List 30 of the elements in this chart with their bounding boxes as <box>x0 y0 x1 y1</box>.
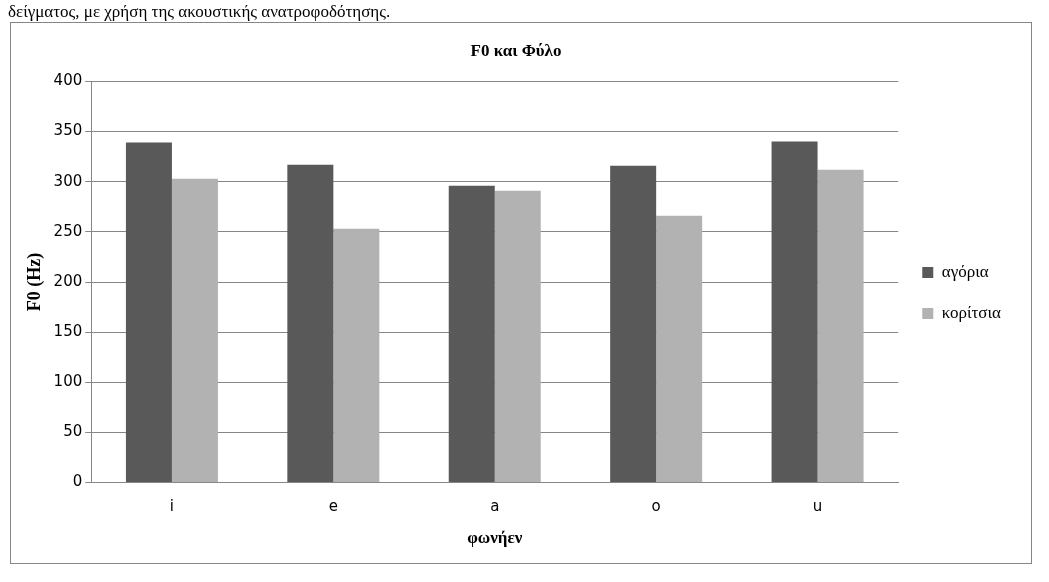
y-tick-label: 200 <box>53 271 83 290</box>
bar <box>287 164 334 483</box>
legend-label: αγόρια <box>941 261 989 281</box>
x-tick-label: i <box>169 497 175 516</box>
y-tick-label: 350 <box>53 121 83 140</box>
chart-title: F0 και Φύλο <box>470 40 562 60</box>
x-tick-label: u <box>812 497 823 516</box>
y-axis-title: F0 (Hz) <box>24 252 46 312</box>
y-tick-label: 50 <box>63 422 83 441</box>
bar <box>817 169 864 483</box>
bar <box>771 141 818 483</box>
text: δείγματος, με χρήση της ακουστικής ανατροφοδότησης. <box>8 2 392 22</box>
y-tick-label: 300 <box>53 171 83 190</box>
bar <box>333 228 380 483</box>
bar <box>448 185 495 483</box>
y-tick-label: 0 <box>72 472 83 491</box>
bar <box>656 215 703 483</box>
x-axis-title: φωνήεν <box>467 528 523 548</box>
bar <box>125 142 172 483</box>
y-tick-label: 100 <box>53 372 83 391</box>
x-tick-label: a <box>490 497 500 516</box>
bar <box>171 178 218 483</box>
y-tick-label: 250 <box>53 221 83 240</box>
x-tick-label: e <box>328 497 338 516</box>
y-tick-label: 150 <box>53 322 83 341</box>
bar <box>494 190 541 483</box>
legend-label: κορίτσια <box>941 302 1002 322</box>
y-tick-label: 400 <box>53 71 83 90</box>
x-tick-label: o <box>651 497 661 516</box>
bar <box>610 165 657 483</box>
